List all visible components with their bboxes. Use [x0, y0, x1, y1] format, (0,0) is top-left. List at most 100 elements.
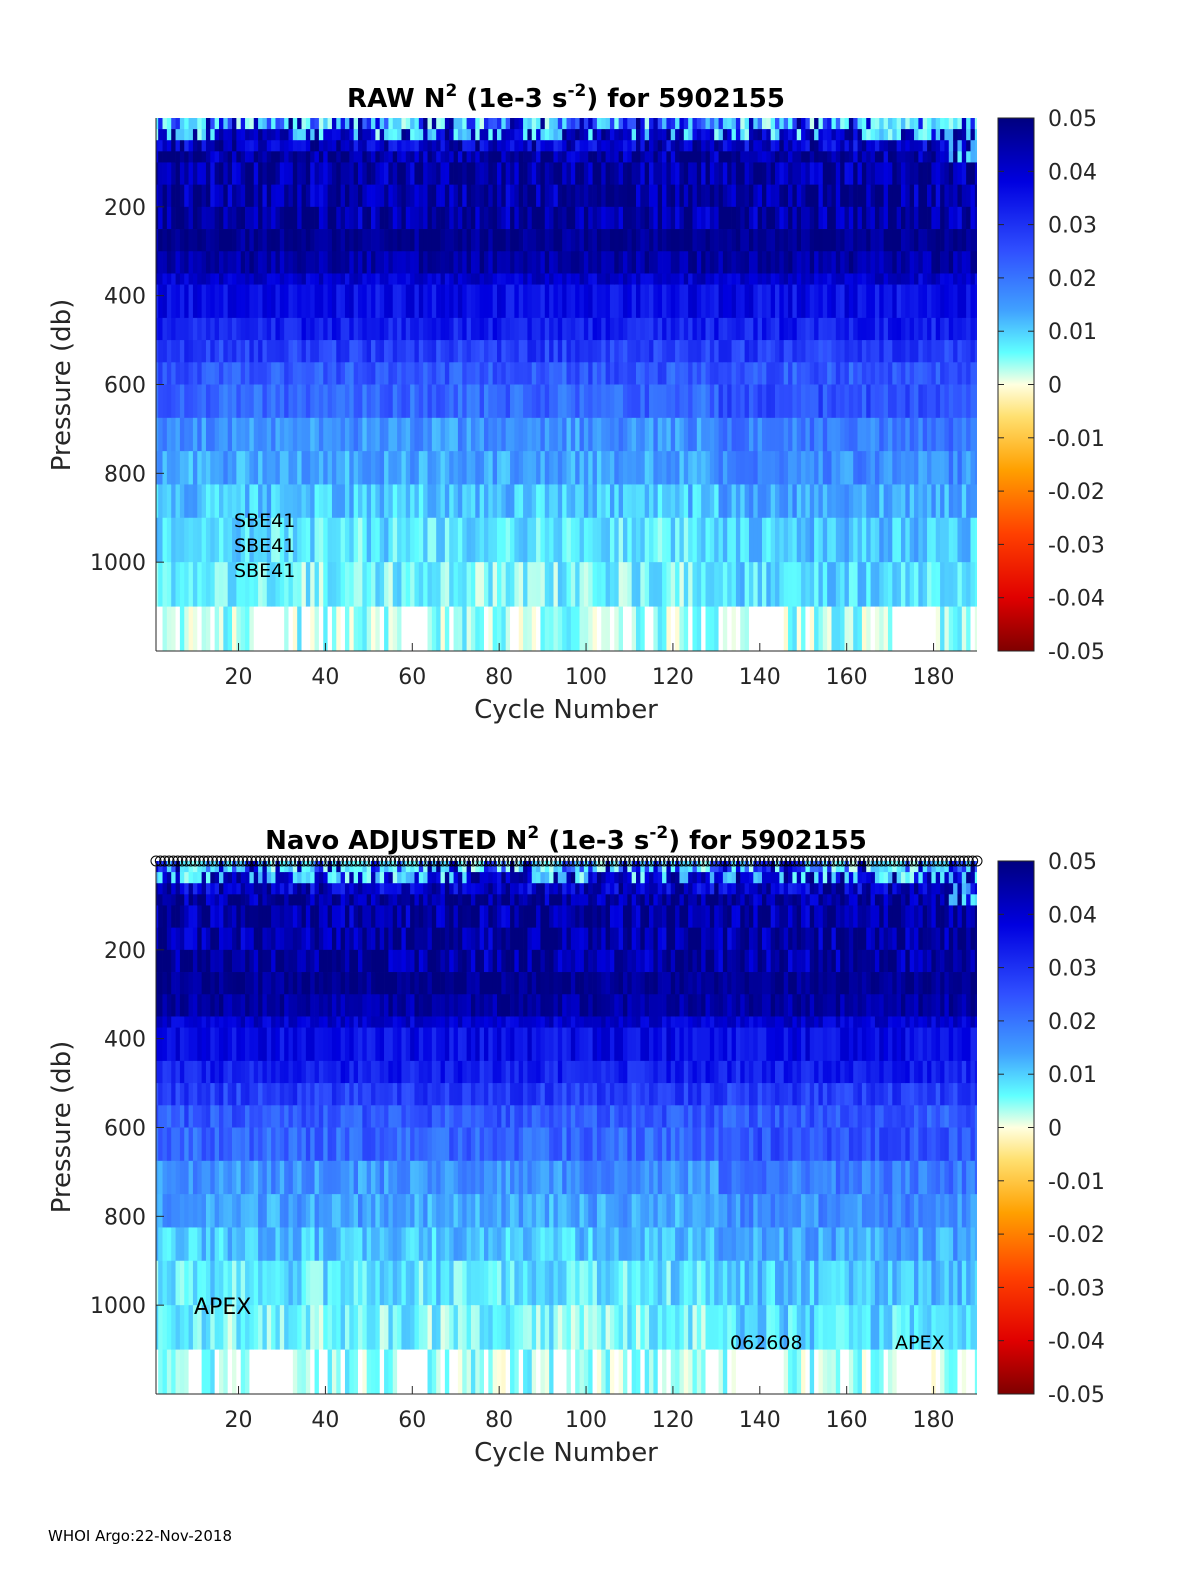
heatmap-cell [583, 118, 589, 130]
heatmap-cell [683, 118, 689, 130]
heatmap-cell [562, 162, 567, 186]
heatmap-cell [814, 184, 819, 208]
heatmap-cell [683, 251, 689, 274]
heatmap-cell [444, 184, 450, 208]
heatmap-cell [601, 118, 606, 130]
heatmap-cell [883, 229, 889, 252]
heatmap-cell [653, 417, 659, 452]
heatmap-cell [688, 384, 693, 419]
heatmap-cell [909, 340, 915, 363]
heatmap-cell [948, 140, 954, 152]
heatmap-cell [514, 184, 520, 208]
heatmap-cell [640, 606, 646, 651]
heatmap-cell [266, 417, 272, 452]
heatmap-cell [362, 562, 368, 607]
heatmap-cell [735, 417, 741, 452]
heatmap-cell [714, 417, 719, 452]
heatmap-cell [779, 140, 785, 152]
heatmap-cell [266, 162, 272, 186]
heatmap-cell [418, 129, 424, 141]
heatmap-cell [358, 206, 363, 230]
heatmap-cell [588, 229, 593, 252]
heatmap-cell [518, 184, 524, 208]
heatmap-cell [292, 1260, 298, 1306]
heatmap-cell [649, 606, 654, 651]
heatmap-cell [970, 118, 976, 130]
heatmap-cell [796, 140, 802, 152]
heatmap-cell [470, 206, 476, 230]
heatmap-cell [488, 284, 494, 319]
heatmap-cell [835, 562, 841, 607]
heatmap-cell [284, 861, 289, 873]
heatmap-cell [857, 118, 863, 130]
heatmap-cell [179, 206, 185, 230]
heatmap-cell [223, 273, 229, 285]
heatmap-cell [210, 994, 216, 1017]
heatmap-cell [861, 206, 867, 230]
heatmap-cell [887, 517, 893, 563]
heatmap-cell [557, 562, 563, 607]
heatmap-cell [688, 562, 693, 607]
heatmap-cell [805, 362, 811, 385]
heatmap-cell [288, 162, 294, 186]
heatmap-cell [288, 1305, 294, 1350]
heatmap-cell [366, 340, 372, 363]
heatmap-cell [314, 140, 320, 152]
heatmap-cell [197, 129, 202, 141]
heatmap-cell [188, 894, 194, 906]
heatmap-cell [861, 606, 867, 651]
heatmap-cell [205, 1160, 211, 1195]
heatmap-cell [870, 340, 876, 363]
heatmap-cell [210, 1349, 216, 1394]
heatmap-cell [831, 151, 837, 163]
heatmap-cell [314, 1060, 320, 1084]
heatmap-cell [887, 118, 893, 130]
heatmap-cell [914, 340, 919, 363]
heatmap-cell [201, 949, 207, 973]
heatmap-cell [210, 151, 216, 163]
heatmap-cell [818, 118, 824, 130]
heatmap-cell [792, 140, 798, 152]
heatmap-cell [609, 284, 615, 319]
heatmap-cell [805, 384, 811, 419]
heatmap-cell [618, 340, 624, 363]
heatmap-cell [457, 184, 463, 208]
heatmap-cell [253, 905, 259, 929]
heatmap-cell [483, 484, 489, 519]
heatmap-cell [583, 229, 589, 252]
heatmap-cell [531, 417, 537, 452]
heatmap-cell [318, 927, 324, 951]
heatmap-cell [240, 184, 246, 208]
heatmap-cell [236, 184, 242, 208]
heatmap-cell [327, 1305, 333, 1350]
heatmap-cell [696, 140, 702, 152]
heatmap-cell [601, 317, 606, 341]
heatmap-cell [258, 284, 263, 319]
heatmap-cell [201, 1260, 207, 1306]
heatmap-cell [162, 362, 168, 385]
heatmap-cell [314, 1227, 320, 1262]
heatmap-cell [588, 251, 593, 274]
heatmap-cell [931, 484, 937, 519]
heatmap-cell [158, 118, 163, 130]
heatmap-cell [609, 118, 615, 130]
heatmap-cell [779, 562, 785, 607]
heatmap-cell [323, 606, 328, 651]
heatmap-cell [457, 251, 463, 274]
heatmap-cell [232, 451, 237, 485]
heatmap-cell [444, 251, 450, 274]
heatmap-cell [644, 229, 650, 252]
heatmap-cell [331, 883, 337, 895]
heatmap-cell [970, 151, 976, 163]
heatmap-cell [156, 1260, 159, 1306]
heatmap-cell [362, 484, 368, 519]
heatmap-cell [848, 118, 854, 130]
heatmap-cell [748, 562, 754, 607]
heatmap-cell [210, 1194, 216, 1228]
heatmap-cell [388, 340, 394, 363]
heatmap-cell [935, 384, 941, 419]
heatmap-cell [501, 184, 507, 208]
heatmap-cell [818, 206, 824, 230]
heatmap-cell [775, 284, 780, 319]
heatmap-cell [892, 229, 898, 252]
